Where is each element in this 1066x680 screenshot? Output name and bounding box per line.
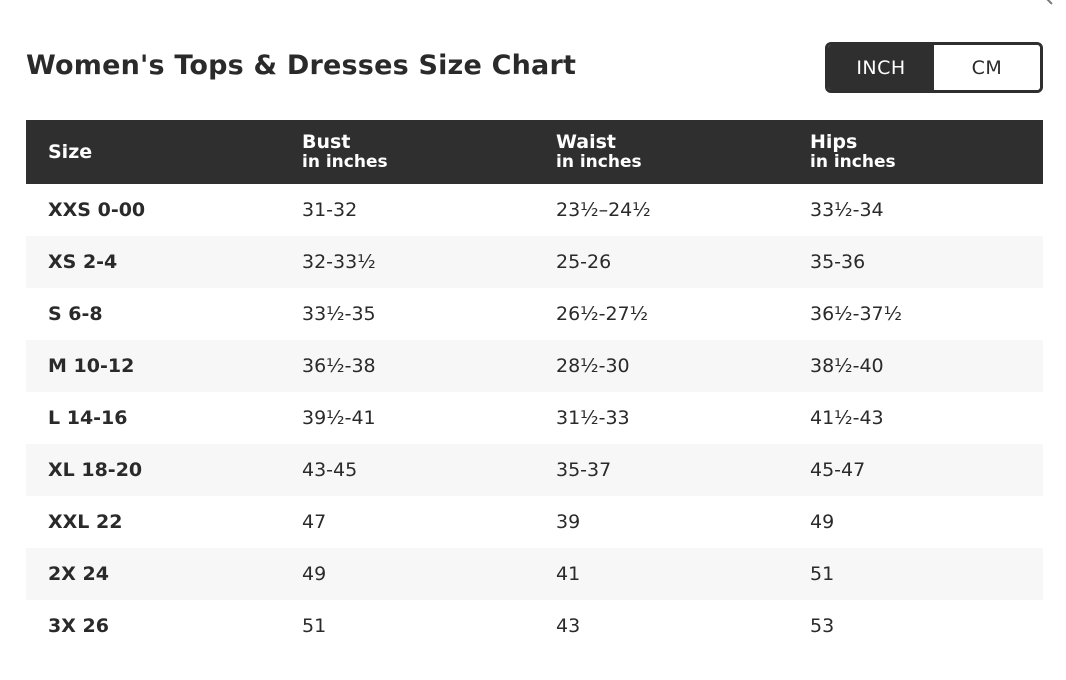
column-header-waist: Waist in inches — [534, 120, 788, 184]
hips-cell: 53 — [810, 615, 835, 637]
table-header-row: Size Bust in inches Waist in inches Hips… — [26, 120, 1043, 184]
column-header-unit: in inches — [810, 152, 896, 172]
waist-cell: 31½-33 — [556, 407, 630, 429]
size-chart-header: Women's Tops & Dresses Size Chart INCH C… — [26, 42, 1043, 94]
hips-cell: 49 — [810, 511, 835, 533]
size-cell: XS 2-4 — [26, 236, 280, 288]
table-row: XL 18-20 43-45 35-37 45-47 — [26, 444, 1043, 496]
page-title: Women's Tops & Dresses Size Chart — [26, 50, 577, 81]
table-row: XXS 0-00 31-32 23½–24½ 33½-34 — [26, 184, 1043, 236]
unit-cm-button[interactable]: CM — [934, 45, 1040, 90]
waist-cell: 28½-30 — [534, 340, 788, 392]
hips-cell: 45-47 — [788, 444, 1043, 496]
hips-cell: 36½-37½ — [810, 303, 903, 325]
table-row: 3X 26 51 43 53 — [26, 600, 1043, 652]
size-cell: 3X 26 — [48, 615, 109, 637]
size-cell: XL 18-20 — [26, 444, 280, 496]
size-cell: 2X 24 — [26, 548, 280, 600]
bust-cell: 36½-38 — [280, 340, 534, 392]
waist-cell: 23½–24½ — [556, 199, 651, 221]
bust-cell: 51 — [302, 615, 327, 637]
bust-cell: 39½-41 — [302, 407, 376, 429]
waist-cell: 41 — [534, 548, 788, 600]
close-icon[interactable] — [1040, 0, 1054, 6]
hips-cell: 41½-43 — [810, 407, 884, 429]
waist-cell: 39 — [556, 511, 581, 533]
hips-cell: 35-36 — [788, 236, 1043, 288]
bust-cell: 47 — [302, 511, 327, 533]
column-header-size: Size — [26, 120, 280, 184]
size-cell: XXS 0-00 — [48, 199, 146, 221]
size-cell: M 10-12 — [26, 340, 280, 392]
hips-cell: 38½-40 — [788, 340, 1043, 392]
waist-cell: 43 — [556, 615, 581, 637]
size-table: Size Bust in inches Waist in inches Hips… — [26, 120, 1043, 652]
column-header-unit: in inches — [302, 152, 388, 172]
table-row: XS 2-4 32-33½ 25-26 35-36 — [26, 236, 1043, 288]
waist-cell: 25-26 — [534, 236, 788, 288]
column-header-bust: Bust in inches — [280, 120, 534, 184]
waist-cell: 26½-27½ — [556, 303, 649, 325]
waist-cell: 35-37 — [534, 444, 788, 496]
column-header-label: Bust — [302, 131, 351, 153]
table-row: 2X 24 49 41 51 — [26, 548, 1043, 600]
column-header-label: Hips — [810, 131, 858, 153]
hips-cell: 33½-34 — [810, 199, 884, 221]
column-header-hips: Hips in inches — [788, 120, 1043, 184]
bust-cell: 43-45 — [280, 444, 534, 496]
bust-cell: 49 — [280, 548, 534, 600]
size-cell: L 14-16 — [48, 407, 128, 429]
bust-cell: 33½-35 — [302, 303, 376, 325]
size-cell: S 6-8 — [48, 303, 103, 325]
bust-cell: 32-33½ — [280, 236, 534, 288]
unit-inch-button[interactable]: INCH — [828, 45, 934, 90]
table-row: S 6-8 33½-35 26½-27½ 36½-37½ — [26, 288, 1043, 340]
column-header-label: Size — [48, 141, 93, 163]
column-header-unit: in inches — [556, 152, 642, 172]
table-row: L 14-16 39½-41 31½-33 41½-43 — [26, 392, 1043, 444]
table-row: M 10-12 36½-38 28½-30 38½-40 — [26, 340, 1043, 392]
hips-cell: 51 — [788, 548, 1043, 600]
table-row: XXL 22 47 39 49 — [26, 496, 1043, 548]
bust-cell: 31-32 — [302, 199, 358, 221]
column-header-label: Waist — [556, 131, 617, 153]
unit-toggle: INCH CM — [825, 42, 1043, 93]
size-cell: XXL 22 — [48, 511, 123, 533]
